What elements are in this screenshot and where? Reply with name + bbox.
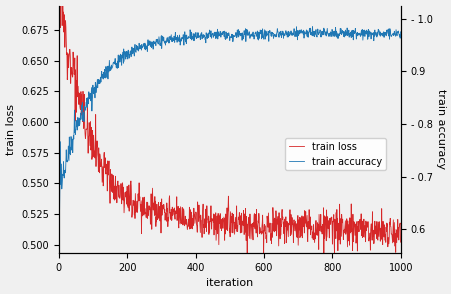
train accuracy — [207, 28, 212, 32]
train accuracy — [56, 252, 62, 256]
Legend: train loss, train accuracy: train loss, train accuracy — [285, 138, 385, 171]
Y-axis label: train loss: train loss — [5, 104, 15, 155]
train accuracy — [91, 86, 97, 90]
train loss — [194, 230, 199, 234]
train loss — [207, 230, 212, 234]
train loss — [291, 218, 296, 222]
train accuracy — [329, 28, 334, 31]
train loss — [91, 141, 97, 145]
train accuracy — [290, 30, 296, 34]
train accuracy — [397, 30, 402, 34]
train accuracy — [194, 35, 199, 38]
Line: train loss: train loss — [59, 0, 400, 256]
train loss — [244, 255, 249, 258]
train accuracy — [322, 30, 328, 34]
train loss — [322, 215, 328, 218]
train loss — [397, 240, 402, 244]
train loss — [56, 7, 61, 11]
Line: train accuracy: train accuracy — [59, 27, 400, 254]
train accuracy — [309, 25, 315, 29]
X-axis label: iteration: iteration — [206, 278, 253, 288]
Y-axis label: train accuracy: train accuracy — [436, 89, 446, 169]
train loss — [329, 222, 334, 226]
train accuracy — [56, 188, 61, 192]
